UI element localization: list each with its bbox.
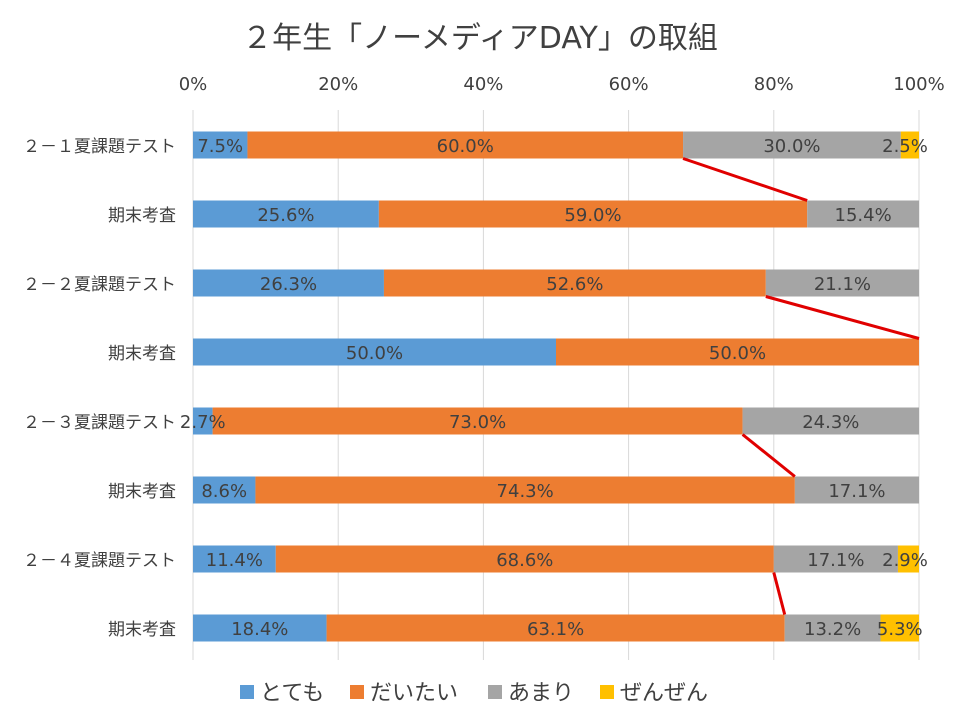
data-label: 5.3% (877, 619, 923, 640)
data-label: 25.6% (257, 205, 314, 226)
bar-segment (556, 338, 919, 366)
data-label: 50.0% (346, 343, 403, 364)
bar-segment (193, 407, 213, 435)
category-label: ２－１夏課題テスト (23, 137, 176, 157)
bar-segment (807, 200, 919, 228)
x-tick-label: 100% (893, 74, 944, 95)
data-label: 18.4% (231, 619, 288, 640)
bar-segment (212, 407, 743, 435)
data-label: 15.4% (835, 205, 892, 226)
connector-line (741, 433, 796, 478)
bar-segment (193, 269, 384, 297)
data-label: 52.6% (546, 274, 603, 295)
data-label: 2.7% (180, 412, 226, 433)
legend-label: だいたい (370, 681, 458, 706)
x-tick-label: 40% (463, 74, 503, 95)
category-label: 期末考査 (108, 482, 176, 502)
bar-segment (193, 614, 327, 642)
data-label: 2.9% (882, 550, 928, 571)
legend-swatch (240, 685, 254, 699)
bar-segment (897, 545, 919, 573)
data-label: 2.5% (882, 136, 928, 157)
category-label: ２－２夏課題テスト (23, 275, 176, 295)
data-label: 8.6% (201, 481, 247, 502)
data-label: 73.0% (449, 412, 506, 433)
data-label: 26.3% (260, 274, 317, 295)
data-label: 17.1% (828, 481, 885, 502)
gridlines (192, 110, 920, 660)
category-label: 期末考査 (108, 206, 176, 226)
connector-lines (682, 157, 920, 615)
bar-segment (275, 545, 774, 573)
bar-segment (900, 131, 919, 159)
data-label: 59.0% (564, 205, 621, 226)
bar-segment (773, 545, 898, 573)
bar-segment (383, 269, 766, 297)
bar-segment (378, 200, 808, 228)
connector-line (682, 157, 808, 202)
x-tick-label: 0% (179, 74, 208, 95)
connector-line (772, 572, 787, 615)
category-labels: ２－１夏課題テスト期末考査２－２夏課題テスト期末考査２－３夏課題テスト期末考査２… (23, 137, 176, 640)
data-label: 11.4% (206, 550, 263, 571)
bar-segment (193, 476, 256, 504)
x-tick-label: 20% (318, 74, 358, 95)
bar-segment (683, 131, 901, 159)
bar-segment (794, 476, 919, 504)
legend-label: あまり (508, 681, 574, 706)
bar-segment (193, 131, 248, 159)
data-label: 68.6% (496, 550, 553, 571)
data-label: 50.0% (709, 343, 766, 364)
bar-segment (742, 407, 919, 435)
bar-segment (784, 614, 881, 642)
data-label: 7.5% (197, 136, 243, 157)
bar-segment (193, 200, 379, 228)
bars: 7.5% 60.0% 30.0% 2.5% 25.6% 59.0% 15.4% 26.3% 52… (180, 131, 928, 642)
legend-label: とても (260, 681, 324, 706)
bar-segment (193, 338, 556, 366)
data-label: 24.3% (802, 412, 859, 433)
legend-swatch (488, 685, 502, 699)
x-axis-ticks: 0% 20% 40% 60% 80% 100% (179, 74, 945, 95)
x-tick-label: 80% (754, 74, 794, 95)
data-label: 17.1% (807, 550, 864, 571)
data-label: 21.1% (814, 274, 871, 295)
data-label: 63.1% (527, 619, 584, 640)
data-label: 30.0% (763, 136, 820, 157)
x-tick-label: 60% (609, 74, 649, 95)
legend-swatch (600, 685, 614, 699)
bar-segment (880, 614, 919, 642)
category-label: 期末考査 (108, 344, 176, 364)
chart-title: ２年生「ノーメディアDAY」の取組 (242, 21, 718, 56)
bar-segment (193, 545, 276, 573)
data-label: 60.0% (437, 136, 494, 157)
category-label: ２－４夏課題テスト (23, 551, 176, 571)
legend-label: ぜんぜん (620, 681, 708, 706)
legend-swatch (350, 685, 364, 699)
category-label: ２－３夏課題テスト (23, 413, 176, 433)
bar-segment (765, 269, 919, 297)
data-label: 74.3% (497, 481, 554, 502)
bar-segment (326, 614, 785, 642)
bar-segment (255, 476, 795, 504)
connector-line (765, 295, 920, 340)
category-label: 期末考査 (108, 620, 176, 640)
data-label: 13.2% (804, 619, 861, 640)
legend: とても だいたい あまり ぜんぜん (240, 681, 708, 706)
bar-segment (247, 131, 684, 159)
